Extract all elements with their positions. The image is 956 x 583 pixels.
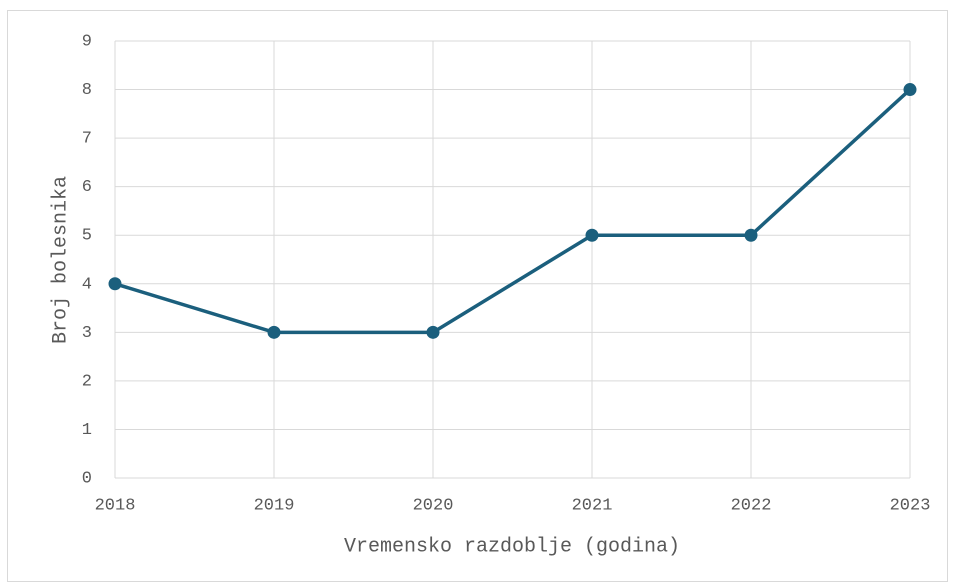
data-point: [585, 228, 599, 242]
y-tick-label: 2: [82, 372, 92, 391]
y-tick-label: 3: [82, 324, 92, 343]
y-tick-label: 9: [82, 32, 92, 51]
y-tick-label: 8: [82, 81, 92, 100]
chart-border: [7, 10, 948, 582]
y-axis-title: Broj bolesnika: [49, 176, 72, 344]
data-point: [903, 83, 917, 97]
data-point: [267, 325, 281, 339]
y-tick-label: 7: [82, 130, 92, 149]
x-tick-label: 2023: [890, 496, 931, 515]
x-tick-label: 2020: [413, 496, 454, 515]
x-tick-label: 2022: [731, 496, 772, 515]
y-tick-label: 0: [82, 469, 92, 488]
data-point: [744, 228, 758, 242]
x-tick-label: 2021: [572, 496, 613, 515]
x-tick-label: 2018: [95, 496, 136, 515]
x-axis-title: Vremensko razdoblje (godina): [344, 535, 680, 558]
series-line: [114, 88, 912, 335]
x-tick-label: 2019: [254, 496, 295, 515]
y-tick-label: 6: [82, 178, 92, 197]
data-point: [426, 325, 440, 339]
data-point: [108, 277, 122, 291]
y-tick-label: 4: [82, 275, 92, 294]
y-tick-label: 1: [82, 421, 92, 440]
y-tick-label: 5: [82, 227, 92, 246]
